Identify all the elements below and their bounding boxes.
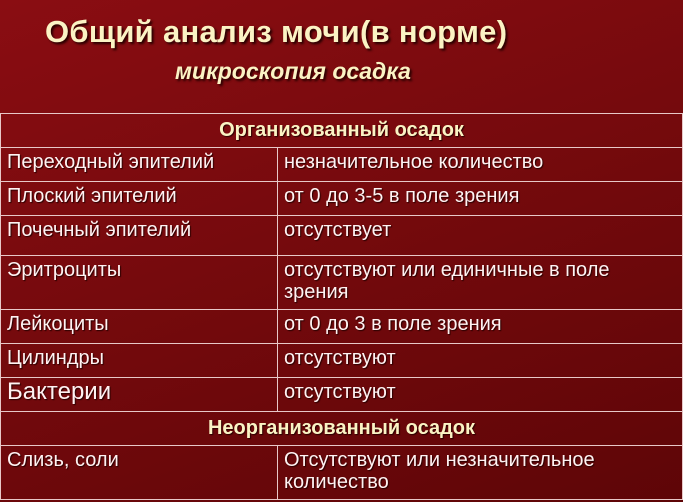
slide-subtitle: микроскопия осадка <box>175 58 411 84</box>
urinalysis-table: Организованный осадок Переходный эпители… <box>0 113 683 500</box>
table-row: Лейкоциты от 0 до 3 в поле зрения <box>0 309 683 344</box>
row-value: отсутствуют или единичные в поле зрения <box>277 255 683 310</box>
row-value: незначительное количество <box>277 147 683 182</box>
table-row: Переходный эпителий незначительное количе… <box>0 147 683 182</box>
slide-title: Общий анализ мочи(в норме) <box>45 14 508 49</box>
row-name: Эритроциты <box>0 255 278 310</box>
row-value: Отсутствуют или незначительное количеств… <box>277 445 683 500</box>
row-value: отсутствуют <box>277 343 683 378</box>
table-row: Эритроциты отсутствуют или единичные в по… <box>0 255 683 310</box>
row-name: Бактерии <box>0 377 278 412</box>
row-value: от 0 до 3 в поле зрения <box>277 309 683 344</box>
section-header-row: Организованный осадок <box>0 113 683 148</box>
section-header: Неорганизованный осадок <box>0 411 683 446</box>
row-name: Цилиндры <box>0 343 278 378</box>
row-name: Переходный эпителий <box>0 147 278 182</box>
row-name: Лейкоциты <box>0 309 278 344</box>
section-header-row: Неорганизованный осадок <box>0 411 683 446</box>
table-row: Плоский эпителий от 0 до 3-5 в поле зрени… <box>0 181 683 216</box>
row-value: отсутствует <box>277 215 683 256</box>
table-row: Цилиндры отсутствуют <box>0 343 683 378</box>
section-header: Организованный осадок <box>0 113 683 148</box>
table-row: Бактерии отсутствуют <box>0 377 683 412</box>
table-row: Почечный эпителий отсутствует <box>0 215 683 256</box>
row-value: от 0 до 3-5 в поле зрения <box>277 181 683 216</box>
row-name: Плоский эпителий <box>0 181 278 216</box>
row-name: Почечный эпителий <box>0 215 278 256</box>
row-name: Слизь, соли <box>0 445 278 500</box>
table-row: Слизь, соли Отсутствуют или незначительно… <box>0 445 683 500</box>
row-value: отсутствуют <box>277 377 683 412</box>
